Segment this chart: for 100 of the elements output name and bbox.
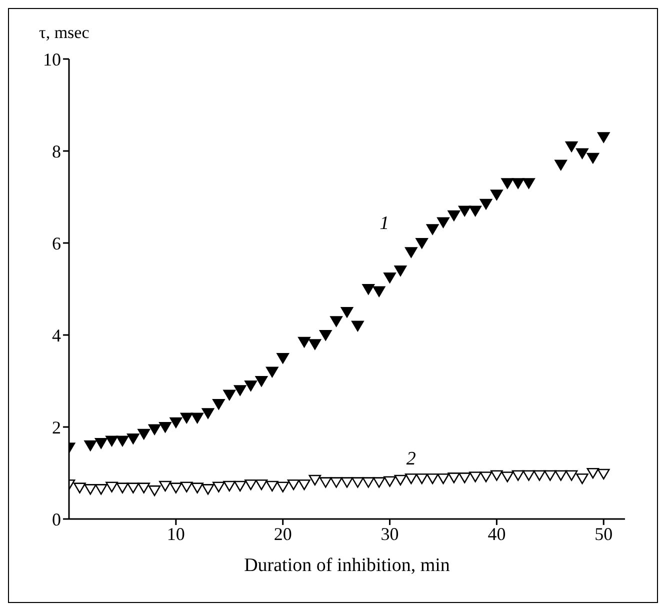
point [501, 472, 514, 482]
point [480, 198, 492, 210]
point [501, 178, 514, 189]
point [340, 306, 354, 318]
point [405, 247, 418, 258]
point [512, 470, 524, 481]
point [148, 485, 161, 496]
point [437, 217, 450, 228]
point [308, 474, 322, 486]
point [159, 422, 172, 433]
point [116, 436, 129, 446]
point [223, 480, 236, 492]
point [597, 132, 610, 143]
point [138, 428, 150, 440]
point [84, 484, 97, 495]
point [458, 472, 471, 484]
point [159, 480, 172, 492]
point [597, 468, 610, 480]
point [180, 482, 193, 492]
point [512, 178, 524, 189]
point [212, 398, 225, 410]
point [372, 286, 386, 297]
point [480, 472, 492, 482]
annotation: 2 [406, 448, 416, 470]
point [191, 482, 204, 494]
point [576, 148, 588, 159]
point [94, 484, 108, 495]
point [202, 408, 214, 419]
point [490, 470, 503, 481]
x-tick-label: 20 [274, 524, 292, 544]
point [586, 152, 600, 164]
point [448, 210, 460, 221]
point [586, 468, 600, 479]
point [94, 438, 108, 449]
point [384, 272, 396, 284]
point [276, 352, 289, 364]
y-tick-label: 10 [43, 49, 61, 70]
point [234, 385, 246, 396]
point [266, 480, 278, 492]
x-tick-label: 30 [380, 524, 399, 544]
point [148, 424, 161, 435]
point [372, 477, 386, 488]
point [244, 479, 257, 490]
point [522, 470, 535, 481]
point [234, 480, 246, 492]
x-axis-title: Duration of inhibition, min [244, 555, 450, 576]
point [202, 484, 214, 495]
point [106, 482, 118, 492]
point [298, 479, 310, 490]
y-axis-title: τ, msec [39, 23, 90, 43]
point [426, 224, 439, 235]
point [127, 482, 140, 494]
point [469, 472, 482, 482]
point [458, 206, 471, 216]
point [340, 477, 354, 488]
point [394, 474, 407, 486]
point [74, 482, 86, 494]
y-tick-label: 0 [52, 509, 61, 530]
point [490, 190, 503, 200]
y-tick-label: 4 [52, 325, 61, 346]
point [416, 238, 428, 249]
point [522, 178, 535, 189]
annotation: 1 [380, 212, 390, 234]
point [554, 470, 567, 481]
point [127, 433, 140, 444]
point [330, 477, 342, 488]
point [576, 473, 588, 484]
point [533, 470, 546, 481]
point [384, 476, 396, 487]
point [106, 436, 118, 446]
point [352, 477, 364, 488]
point [330, 316, 342, 327]
point [426, 473, 439, 484]
y-tick-label: 2 [52, 417, 61, 438]
point [319, 330, 332, 341]
point [319, 477, 332, 488]
point [416, 473, 428, 484]
point [448, 472, 460, 484]
point [287, 479, 300, 490]
point [437, 473, 450, 484]
point [191, 412, 204, 424]
x-tick-label: 50 [594, 524, 613, 544]
point [565, 470, 578, 481]
point [223, 390, 236, 400]
point [394, 266, 407, 276]
point [170, 482, 182, 494]
y-tick-label: 8 [52, 141, 61, 162]
point [405, 473, 418, 484]
point [362, 284, 375, 295]
point [266, 366, 278, 378]
point [138, 482, 150, 494]
y-tick-label: 6 [52, 233, 61, 254]
point [84, 440, 97, 451]
point [298, 336, 310, 348]
point [469, 206, 482, 216]
point [116, 482, 129, 494]
point [255, 376, 268, 387]
point [544, 470, 556, 481]
point [362, 477, 375, 488]
x-tick-label: 40 [488, 524, 506, 544]
